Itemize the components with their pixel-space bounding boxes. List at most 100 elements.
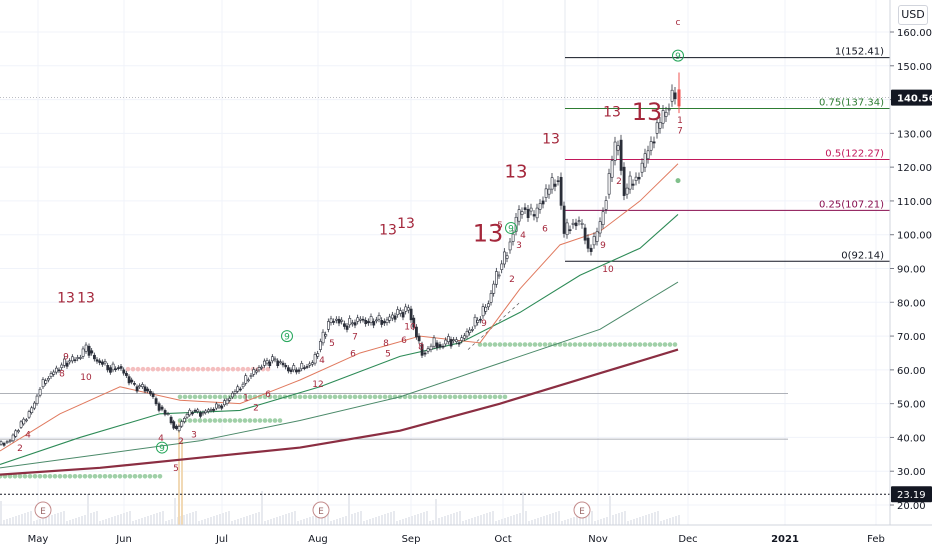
candle-body — [616, 145, 620, 151]
candle-body — [185, 414, 189, 418]
td-count-label: 4 — [158, 434, 164, 444]
volume-bar — [492, 511, 494, 525]
volume-profile-dot — [62, 473, 68, 479]
candle-body — [487, 303, 490, 308]
volume-profile-dot — [522, 342, 528, 347]
candle-body — [14, 430, 18, 437]
td-count-label: 4 — [319, 356, 325, 366]
td-setup-number: 9 — [508, 224, 514, 234]
candle-body — [311, 362, 314, 365]
volume-bar — [636, 518, 638, 525]
volume-profile-dot — [122, 473, 128, 479]
volume-bar — [411, 516, 413, 525]
volume-bar — [156, 513, 158, 525]
volume-profile-dot — [262, 394, 268, 400]
time-axis-label: Feb — [867, 534, 885, 545]
candle-body — [236, 386, 240, 392]
candle-body — [263, 360, 266, 366]
volume-bar — [249, 515, 251, 525]
volume-profile-dot — [202, 418, 208, 423]
candle-body — [637, 176, 641, 180]
candle-body — [538, 203, 542, 210]
candle-body — [500, 263, 504, 270]
volume-bar — [468, 519, 470, 525]
volume-profile-dot — [337, 394, 343, 400]
td-count-label: 1 — [243, 393, 249, 403]
volume-bar — [66, 521, 68, 525]
candle-body — [503, 251, 506, 265]
candle-body — [212, 408, 216, 411]
candle-body — [556, 180, 560, 182]
candle-body — [670, 89, 674, 102]
candle-body — [372, 321, 376, 326]
resistance-dot — [175, 366, 181, 372]
candle-body — [628, 175, 632, 190]
resistance-dot — [185, 366, 191, 372]
volume-bar — [531, 520, 533, 525]
candle-body — [138, 385, 142, 388]
candle-body — [133, 383, 136, 385]
volume-profile-dot — [57, 473, 63, 479]
volume-bar — [633, 519, 635, 525]
candle-body — [329, 318, 333, 323]
candle-body — [223, 400, 226, 406]
candle-body — [175, 425, 178, 429]
earnings-marker[interactable] — [34, 501, 52, 519]
volume-bar — [372, 518, 374, 525]
volume-profile-dot — [72, 473, 78, 479]
volume-profile-dot — [352, 394, 358, 400]
candle-body — [604, 200, 608, 210]
volume-bar — [279, 516, 281, 525]
td-setup-circle — [672, 49, 684, 62]
volume-bar — [108, 518, 110, 525]
volume-profile-dot — [347, 394, 353, 400]
volume-bar — [567, 519, 569, 525]
earnings-marker[interactable] — [573, 501, 591, 519]
volume-bar — [654, 512, 656, 525]
candle-body — [544, 188, 548, 198]
volume-profile-dot — [262, 418, 268, 423]
td-count-label: 3 — [516, 241, 522, 251]
candle-body — [191, 412, 194, 415]
candle-body — [207, 409, 210, 412]
candle-body — [388, 316, 392, 321]
reference-price-label: 23.19 — [897, 490, 926, 501]
volume-bar — [615, 514, 617, 525]
candle-body — [87, 345, 91, 356]
resistance-dot — [195, 366, 201, 372]
volume-profile-dot — [467, 394, 473, 400]
volume-profile-dot — [362, 394, 368, 400]
candle-body — [273, 358, 277, 361]
candle-body — [559, 176, 563, 206]
volume-bar — [225, 512, 227, 525]
candle-body — [292, 365, 296, 371]
candle-body — [125, 372, 128, 376]
fib-level-label: 1(152.41) — [835, 47, 884, 58]
td-count-label: 2 — [616, 177, 622, 187]
currency-button[interactable]: USD — [898, 5, 928, 25]
candle-body — [268, 361, 272, 367]
candle-body — [589, 247, 593, 252]
candle-body — [562, 205, 566, 234]
resistance-dot — [180, 366, 186, 372]
price-tick-label: 110.00 — [897, 197, 932, 208]
candle-body — [444, 339, 448, 345]
candle-body — [247, 379, 250, 382]
candle-body — [607, 173, 611, 195]
candle-body — [252, 369, 256, 375]
volume-bar — [507, 517, 509, 525]
candle-body — [316, 353, 320, 357]
volume-profile-dot — [237, 394, 243, 400]
candle-body — [228, 398, 232, 401]
candle-body — [619, 139, 623, 171]
candle-body — [541, 200, 545, 205]
volume-profile-dot — [657, 342, 663, 347]
volume-bar — [165, 521, 167, 525]
candle-body — [550, 177, 554, 190]
candle-body — [664, 112, 668, 117]
volume-profile-dot — [217, 394, 223, 400]
earnings-marker[interactable] — [312, 501, 330, 519]
volume-bar — [189, 513, 191, 525]
